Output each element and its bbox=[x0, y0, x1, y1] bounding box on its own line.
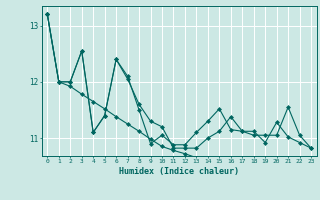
X-axis label: Humidex (Indice chaleur): Humidex (Indice chaleur) bbox=[119, 167, 239, 176]
